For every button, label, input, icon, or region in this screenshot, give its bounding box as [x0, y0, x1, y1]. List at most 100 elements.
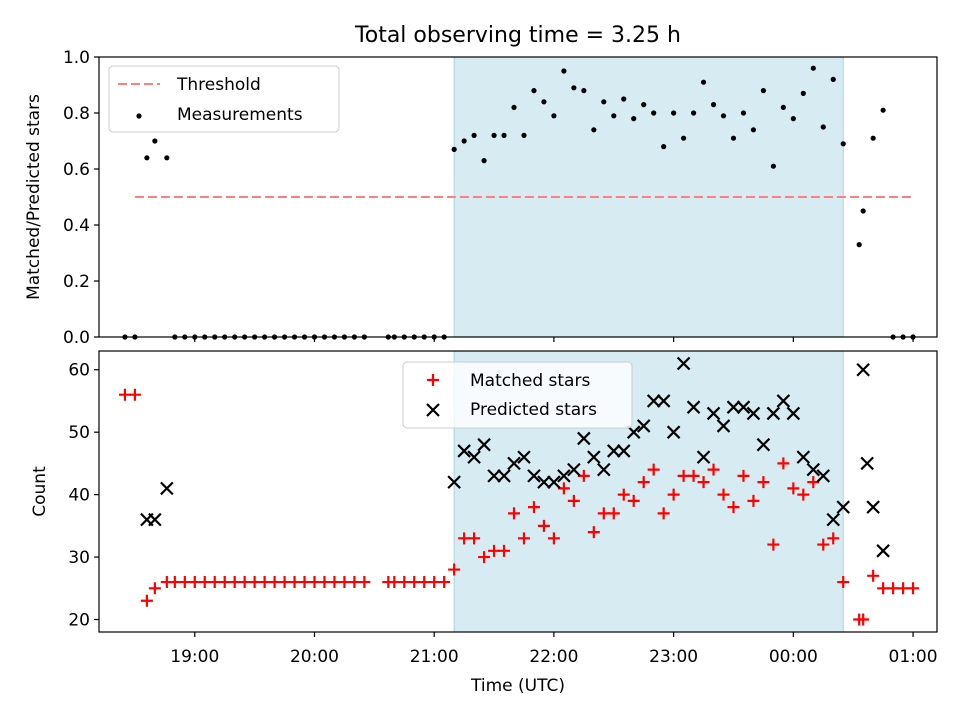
matched-point	[607, 507, 620, 520]
matched-point	[148, 582, 161, 595]
matched-point	[128, 388, 141, 401]
matched-point	[577, 469, 590, 482]
matched-point	[627, 494, 640, 507]
matched-point	[448, 563, 461, 576]
predicted-point	[527, 469, 541, 483]
legend-measurements-label: Measurements	[177, 105, 303, 125]
ratio-panel: 0.0 0.2 0.4 0.6 0.8 1.0 Matched/Predicted sta…	[24, 48, 938, 348]
legend-matched-label: Matched stars	[470, 371, 590, 391]
top-legend-box	[108, 65, 340, 133]
predicted-point	[577, 431, 591, 446]
predicted-point	[656, 394, 671, 408]
predicted-point	[497, 469, 511, 483]
y-tick-label: 1.0	[63, 48, 90, 68]
predicted-point	[487, 469, 501, 483]
matched-point	[517, 532, 530, 545]
legend-matched-swatch	[427, 374, 439, 386]
y-tick-label: 40	[68, 486, 90, 506]
predicted-point	[507, 456, 521, 471]
bottom-y-axis-label: Count	[30, 466, 50, 517]
measurement-point	[820, 124, 826, 130]
predicted-point	[746, 406, 761, 421]
measurement-point	[750, 127, 757, 133]
measurement-point	[631, 116, 637, 122]
matched-point	[637, 476, 650, 489]
matched-point	[807, 476, 820, 489]
y-tick-label: 0.4	[63, 216, 90, 236]
measurement-point	[501, 132, 507, 138]
measurement-point	[571, 85, 577, 91]
matched-point	[817, 538, 830, 551]
measurement-point	[461, 138, 467, 144]
matched-point	[767, 538, 780, 551]
predicted-point	[537, 475, 551, 489]
measurement-point	[581, 88, 587, 94]
predicted-point	[736, 400, 751, 414]
x-tick-label: 19:00	[170, 647, 219, 667]
predicted-point	[836, 500, 851, 514]
y-tick-label: 30	[68, 548, 90, 568]
matched-point	[468, 532, 481, 545]
matched-point	[757, 476, 770, 489]
matched-point	[647, 463, 660, 476]
matched-point	[358, 576, 371, 589]
measurement-point	[651, 110, 657, 116]
predicted-point	[686, 400, 701, 414]
measurement-point	[790, 116, 796, 122]
x-tick-label: 21:00	[410, 647, 459, 667]
predicted-point	[716, 419, 731, 433]
predicted-point	[557, 469, 571, 483]
y-tick-label: 60	[68, 361, 90, 381]
x-axis-label: Time (UTC)	[470, 676, 565, 696]
y-tick-label: 0.2	[63, 272, 90, 292]
predicted-point	[806, 462, 821, 477]
measurement-point	[152, 138, 158, 144]
bottom-y-ticks: 20 30 40 50 60	[68, 361, 99, 631]
predicted-point	[547, 475, 561, 489]
x-tick-label: 20:00	[290, 647, 339, 667]
predicted-point	[457, 444, 471, 458]
x-tick-label: 22:00	[529, 647, 578, 667]
matched-point	[747, 494, 760, 507]
matched-point	[508, 507, 521, 520]
measurement-point	[800, 90, 806, 96]
predicted-point	[148, 512, 162, 527]
measurement-point	[671, 110, 677, 116]
measurement-point	[551, 113, 557, 119]
measurement-point	[611, 113, 617, 119]
matched-point	[857, 613, 870, 626]
predicted-point	[160, 481, 174, 496]
predicted-point	[626, 425, 641, 439]
measurement-point	[591, 127, 597, 133]
matched-point	[537, 519, 550, 532]
matched-point	[787, 482, 800, 495]
measurement-point	[481, 158, 487, 164]
bottom-legend-box	[402, 361, 633, 429]
top-y-ticks: 0.0 0.2 0.4 0.6 0.8 1.0	[63, 48, 99, 348]
matched-point	[697, 476, 710, 489]
matched-point	[527, 501, 540, 514]
measurement-point	[720, 113, 727, 119]
predicted-point	[646, 394, 661, 408]
count-panel: 20 30 40 50 60 19:00 20:00 21:00 22:00 23:00 00:0…	[30, 350, 938, 696]
measurement-point	[511, 104, 517, 110]
matched-point	[907, 582, 920, 595]
measurement-point	[661, 144, 667, 150]
measurement-point	[780, 104, 786, 110]
matched-point	[797, 488, 810, 501]
bottom-legend: Matched stars Predicted stars	[402, 361, 633, 429]
x-tick-label: 23:00	[649, 647, 698, 667]
predicted-point	[860, 456, 874, 471]
matched-point	[617, 488, 630, 501]
matched-point	[837, 576, 850, 589]
predicted-point	[786, 406, 801, 421]
y-tick-label: 20	[68, 611, 90, 631]
matched-star-points	[118, 388, 920, 626]
x-tick-label: 01:00	[889, 647, 938, 667]
measurement-point	[164, 155, 170, 161]
matched-point	[547, 532, 560, 545]
matched-point	[867, 569, 880, 582]
matched-point	[667, 488, 680, 501]
predicted-point	[856, 362, 870, 377]
matched-point	[498, 544, 511, 557]
